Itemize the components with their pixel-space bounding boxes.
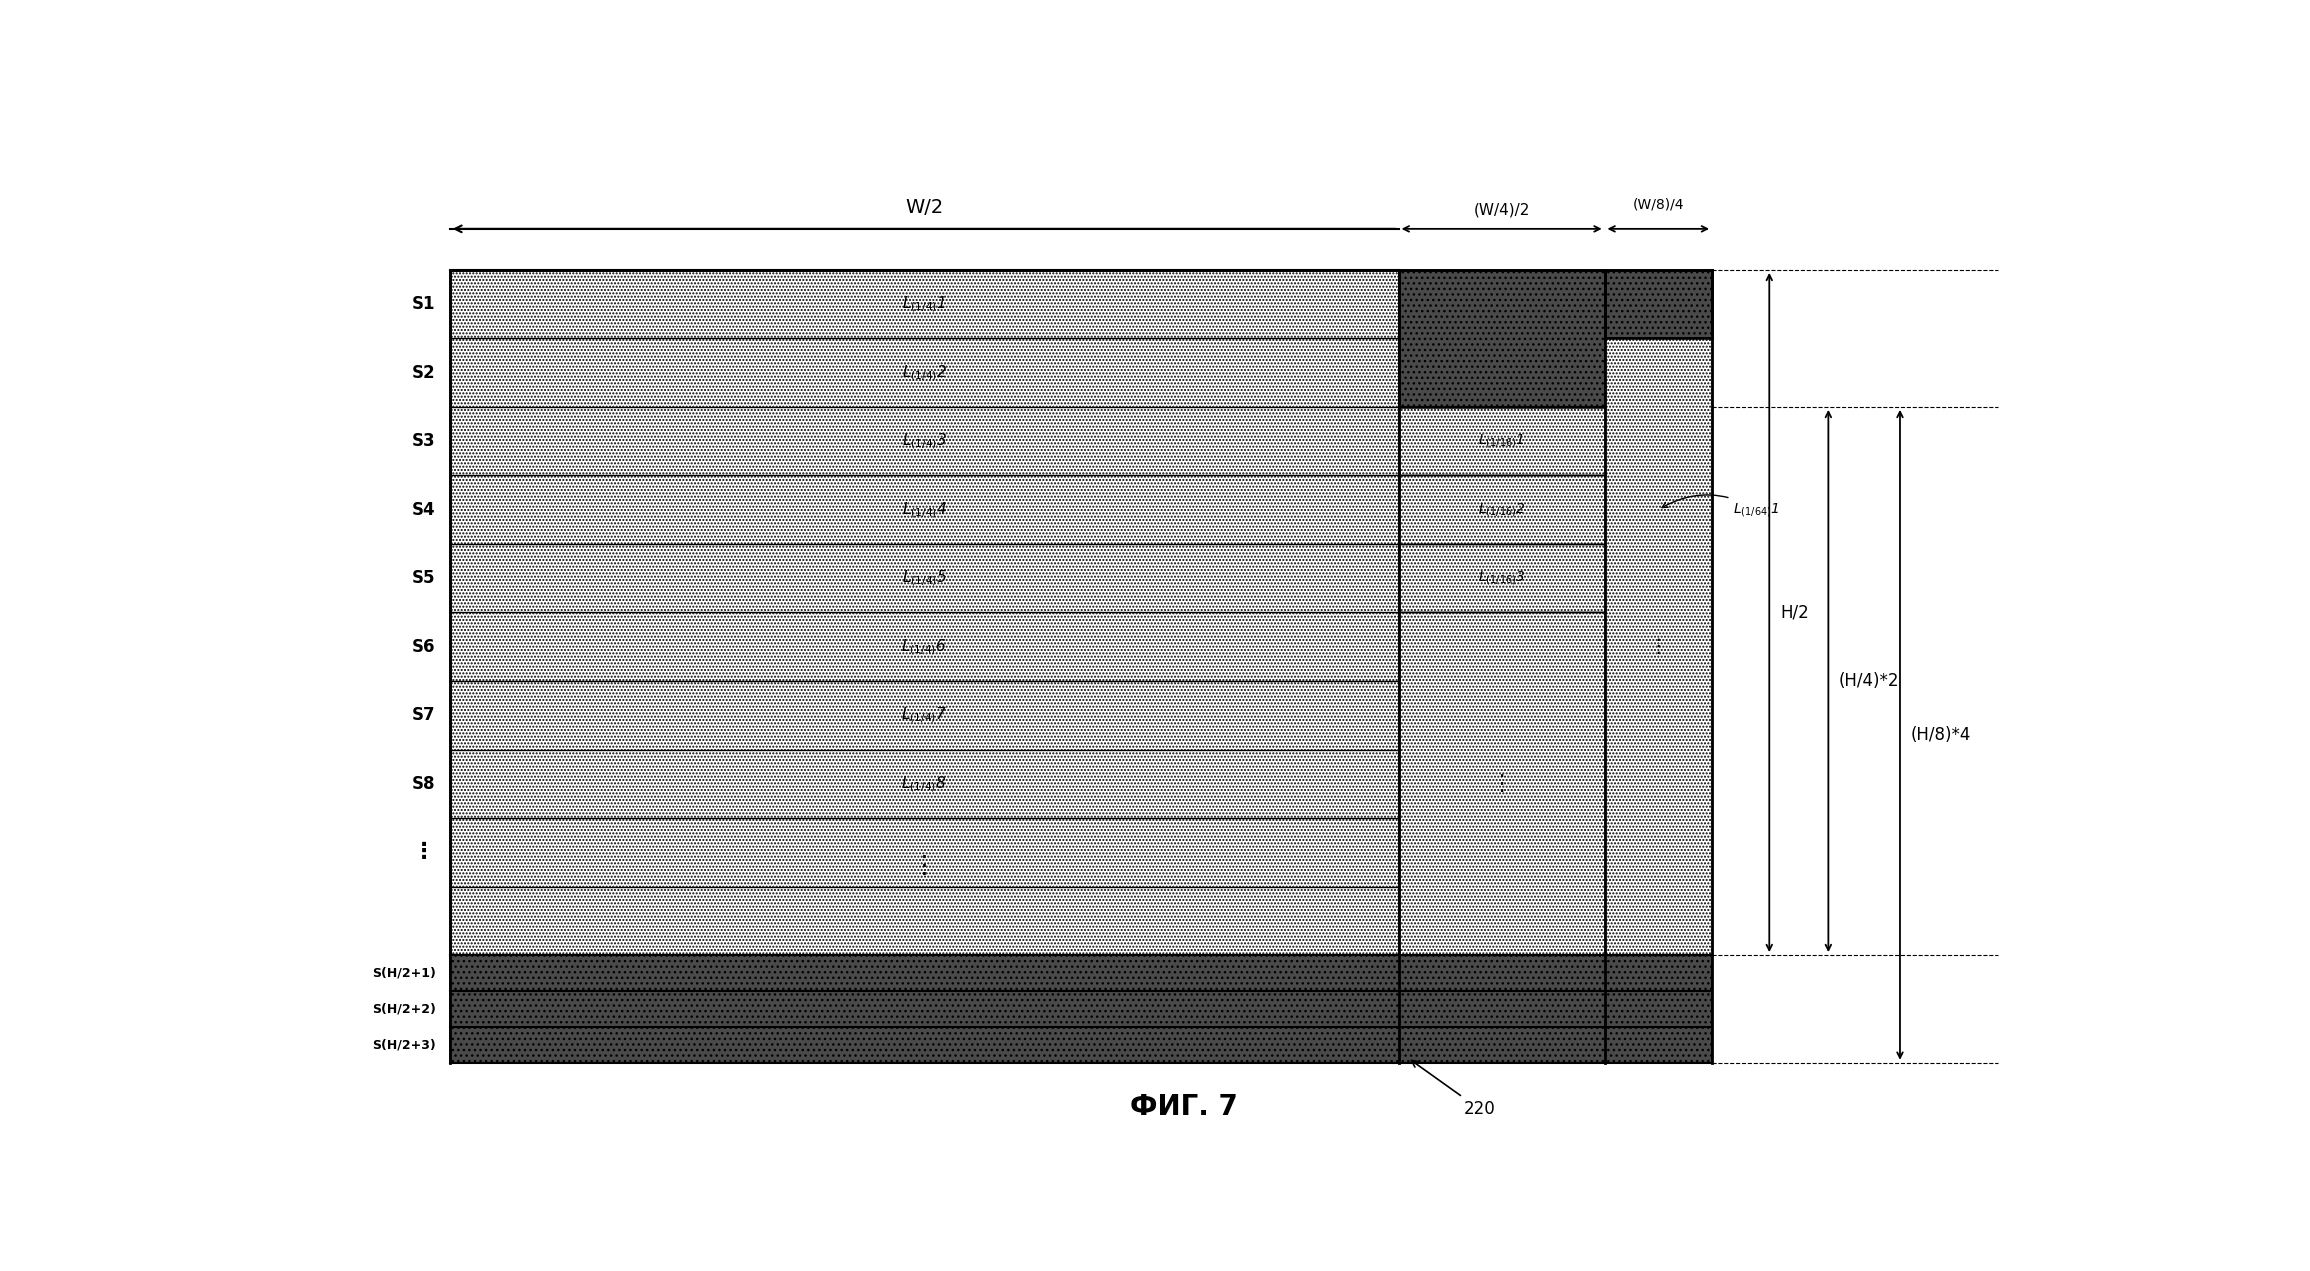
Text: ⋮: ⋮ (912, 854, 938, 878)
Bar (1605, 338, 1712, 955)
Text: L$_{(1/4)}$7: L$_{(1/4)}$7 (901, 705, 947, 724)
Text: (H/8)*4: (H/8)*4 (1910, 726, 1970, 744)
Text: S3: S3 (411, 432, 437, 450)
Text: ⋮: ⋮ (413, 843, 437, 862)
Text: S6: S6 (411, 638, 437, 656)
Bar (1398, 475, 1605, 544)
Text: L$_{(1/4)}$8: L$_{(1/4)}$8 (901, 774, 947, 793)
Text: (H/4)*2: (H/4)*2 (1839, 672, 1899, 690)
Text: L$_{(1/64)}$1: L$_{(1/64)}$1 (1661, 494, 1781, 519)
Bar (450, 269, 1400, 955)
Text: L$_{(1/16)}$3: L$_{(1/16)}$3 (1478, 569, 1525, 587)
Text: S4: S4 (411, 501, 437, 519)
Bar (1398, 613, 1605, 955)
Bar (1398, 407, 1605, 475)
Text: ⋮: ⋮ (1490, 774, 1513, 794)
Text: S2: S2 (411, 364, 437, 381)
Text: L$_{(1/4)}$3: L$_{(1/4)}$3 (901, 431, 947, 451)
Bar (450, 955, 1712, 991)
Text: ФИГ. 7: ФИГ. 7 (1130, 1093, 1238, 1121)
Text: L$_{(1/4)}$5: L$_{(1/4)}$5 (901, 568, 947, 588)
Text: (W/4)/2: (W/4)/2 (1474, 202, 1529, 217)
Text: L$_{(1/4)}$6: L$_{(1/4)}$6 (901, 637, 947, 657)
Text: L$_{(1/4)}$4: L$_{(1/4)}$4 (901, 500, 947, 520)
Text: 220: 220 (1411, 1060, 1495, 1118)
Text: L$_{(1/4)}$1: L$_{(1/4)}$1 (903, 295, 947, 314)
Text: S(H/2+2): S(H/2+2) (372, 1003, 437, 1016)
Text: S(H/2+3): S(H/2+3) (372, 1038, 437, 1051)
Text: S8: S8 (411, 775, 437, 793)
Text: H/2: H/2 (1781, 604, 1809, 622)
Text: (W/8)/4: (W/8)/4 (1633, 197, 1684, 211)
Text: S5: S5 (411, 569, 437, 587)
Text: ⋮: ⋮ (1649, 637, 1668, 656)
Text: W/2: W/2 (906, 198, 942, 217)
Text: L$_{(1/4)}$2: L$_{(1/4)}$2 (901, 364, 947, 383)
Text: L$_{(1/16)}$2: L$_{(1/16)}$2 (1478, 501, 1525, 519)
Text: L$_{(1/16)}$1: L$_{(1/16)}$1 (1478, 432, 1525, 450)
Text: S1: S1 (411, 295, 437, 313)
Bar (450, 1027, 1712, 1063)
Text: S7: S7 (411, 707, 437, 724)
Bar (1605, 269, 1712, 338)
Text: S(H/2+1): S(H/2+1) (372, 966, 437, 980)
Bar (1398, 544, 1605, 613)
Bar (1398, 269, 1605, 407)
Bar (450, 991, 1712, 1027)
